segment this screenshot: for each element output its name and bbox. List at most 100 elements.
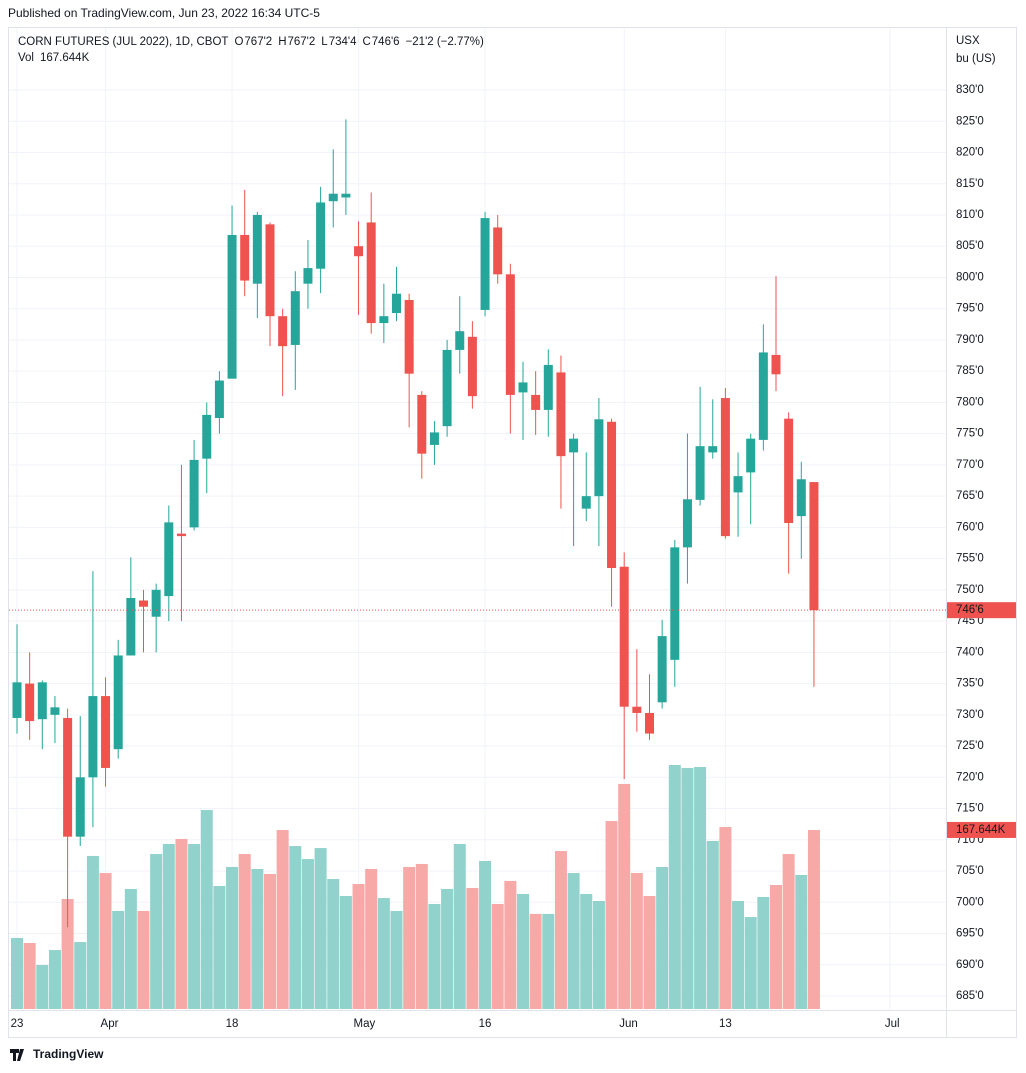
candle-body <box>316 202 326 269</box>
volume-bar <box>744 917 757 1009</box>
y-tick-label: 730'0 <box>956 709 984 721</box>
volume-bar <box>453 843 466 1009</box>
candle-body <box>645 712 654 734</box>
volume-bar <box>339 896 352 1009</box>
volume-bar <box>504 880 517 1009</box>
symbol: CORN FUTURES (JUL 2022), 1D, CBOT <box>18 36 228 48</box>
logo-icon <box>10 1049 24 1061</box>
candle-body <box>392 293 401 314</box>
candle-body <box>505 274 515 395</box>
x-tick-label: Jun <box>619 1018 638 1030</box>
volume-bar <box>694 766 707 1009</box>
volume-bar <box>137 910 150 1009</box>
x-tick-label: May <box>354 1018 376 1030</box>
volume-bar <box>352 884 365 1009</box>
volume-bar <box>377 898 390 1009</box>
candle-body <box>670 547 680 660</box>
y-tick-label: 780'0 <box>956 396 984 408</box>
volume-bar <box>782 854 795 1009</box>
y-tick-label: 740'0 <box>956 646 984 658</box>
candle-body <box>518 382 528 393</box>
volume-bar <box>327 879 340 1009</box>
candle-body <box>569 438 579 453</box>
candle-body <box>126 597 136 656</box>
y-tick-label: 750'0 <box>956 584 984 596</box>
volume-bar <box>719 827 732 1009</box>
ohlc-key: C <box>362 36 370 48</box>
candle-body <box>417 394 427 454</box>
volume-bar <box>554 851 567 1009</box>
volume-bar <box>643 896 656 1009</box>
volume-bar <box>605 821 618 1009</box>
volume-bar <box>23 942 36 1009</box>
published-line: Published on TradingView.com, Jun 23, 20… <box>8 6 320 20</box>
candle-body <box>404 299 414 374</box>
candle-body <box>796 479 806 517</box>
ohlc-key: L <box>321 36 328 48</box>
volume-bar <box>276 830 289 1009</box>
volume-badge <box>947 821 1016 838</box>
y-tick-label: 815'0 <box>956 178 984 190</box>
volume-bar <box>36 964 49 1009</box>
volume-bar <box>542 913 555 1009</box>
y-tick-label: 755'0 <box>956 553 984 565</box>
volume-bar <box>732 901 745 1009</box>
volume-bar <box>314 848 327 1009</box>
y-tick-label: 775'0 <box>956 428 984 440</box>
candle-body <box>758 352 768 440</box>
candle-body <box>151 589 161 617</box>
ohlc-value: 746'6 <box>372 36 400 48</box>
volume-bar <box>479 860 492 1009</box>
price-badge <box>947 602 1016 619</box>
candle-body <box>695 446 705 500</box>
candle-body <box>240 234 250 281</box>
volume-bar <box>213 885 226 1009</box>
candle-body <box>657 636 667 703</box>
candle-body <box>189 459 199 528</box>
y-tick-label: 735'0 <box>956 678 984 690</box>
candle-body <box>607 421 617 568</box>
candle-body <box>379 316 389 324</box>
y-tick-label: 810'0 <box>956 209 984 221</box>
volume-bar <box>289 846 302 1009</box>
volume-badge-label: 167.644K <box>956 824 1006 836</box>
volume-bar <box>491 904 504 1009</box>
volume-value: 167.644K <box>40 52 90 64</box>
volume-bar <box>706 841 719 1009</box>
volume-bar <box>403 866 416 1009</box>
ohlc-key: O <box>234 36 243 48</box>
candle-body <box>265 224 275 317</box>
volume-bar <box>238 854 251 1009</box>
candle-body <box>556 372 566 457</box>
y-tick-label: 795'0 <box>956 303 984 315</box>
y-tick-label: 825'0 <box>956 115 984 127</box>
plot <box>9 119 946 1009</box>
volume-bar <box>74 942 87 1009</box>
candle-body <box>75 777 85 837</box>
candle-body <box>480 218 490 310</box>
volume-bar <box>112 910 125 1009</box>
candle-body <box>543 364 553 410</box>
candle-body <box>493 227 503 275</box>
volume-name: Vol <box>18 52 34 64</box>
volume-bar <box>226 866 239 1009</box>
ohlc-key: H <box>278 36 286 48</box>
y-tick-label: 705'0 <box>956 865 984 877</box>
candle-body <box>227 234 237 379</box>
volume-bar <box>757 896 770 1009</box>
volume-bar <box>630 873 643 1009</box>
volume-bar <box>124 888 137 1009</box>
candle-body <box>303 268 313 284</box>
y-tick-label: 785'0 <box>956 365 984 377</box>
candle-body <box>455 331 465 350</box>
candle-body <box>290 291 300 345</box>
volume-bar <box>415 863 428 1009</box>
volume-bar <box>251 868 264 1009</box>
volume-bar <box>517 893 529 1009</box>
candle-body <box>632 706 642 713</box>
candle-body <box>88 696 98 778</box>
ohlc-value: 767'2 <box>288 36 316 48</box>
volume-bar <box>656 866 669 1009</box>
x-tick-label: 23 <box>11 1018 24 1030</box>
